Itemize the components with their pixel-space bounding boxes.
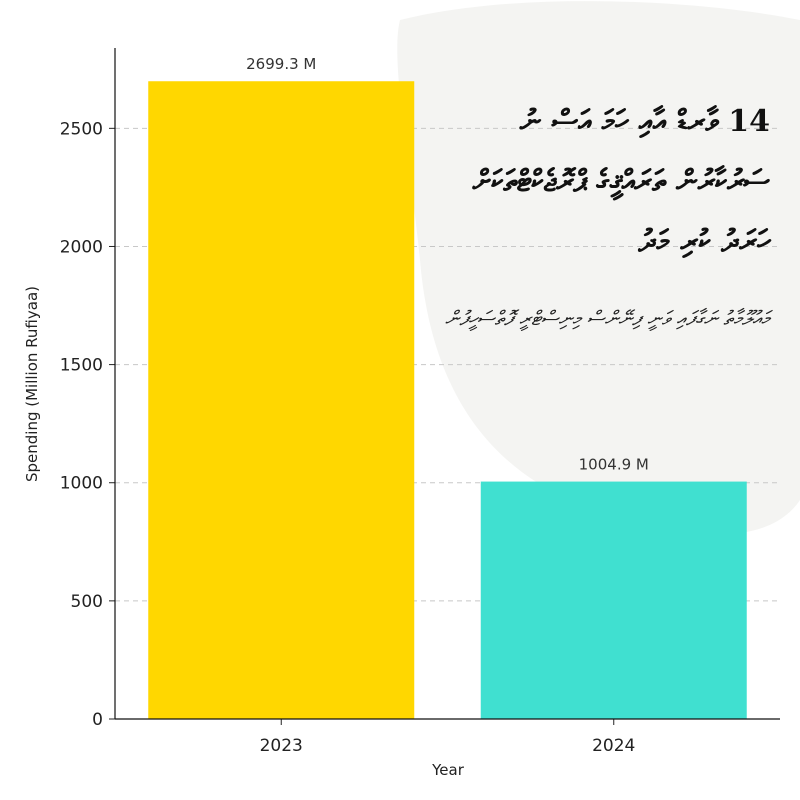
y-axis-title: Spending (Million Rufiyaa) bbox=[23, 286, 41, 482]
x-tick-label: 2024 bbox=[592, 736, 635, 756]
x-tick-label: 2023 bbox=[260, 736, 303, 756]
y-tick-label: 0 bbox=[92, 710, 103, 730]
bars bbox=[148, 81, 747, 719]
y-tick-label: 500 bbox=[71, 592, 103, 612]
data-label: 2699.3 M bbox=[246, 55, 316, 73]
data-label: 1004.9 M bbox=[579, 456, 649, 474]
axes bbox=[109, 48, 780, 725]
y-tick-label: 1500 bbox=[60, 356, 103, 376]
labels: 0 500 1000 1500 2000 2500 2699.3 M 2023 1004.9 M… bbox=[60, 55, 649, 756]
background-blob bbox=[397, 1, 800, 535]
overlay-subtitle: މައުލޫމާތު ނަގާފައި ވަނީ ފިނޭންސް މިނިސް… bbox=[445, 306, 770, 330]
x-axis-title: Year bbox=[431, 761, 465, 779]
overlay-title: 14 ވާރޑް އާއި ހަމަ އަސް ނު ސަރުކާރުން ތަ… bbox=[472, 104, 770, 259]
bar-2024 bbox=[480, 481, 747, 719]
y-tick-label: 2000 bbox=[60, 237, 103, 257]
y-tick-label: 2500 bbox=[60, 119, 103, 139]
y-tick-label: 1000 bbox=[60, 474, 103, 494]
bar-2023 bbox=[148, 81, 415, 719]
